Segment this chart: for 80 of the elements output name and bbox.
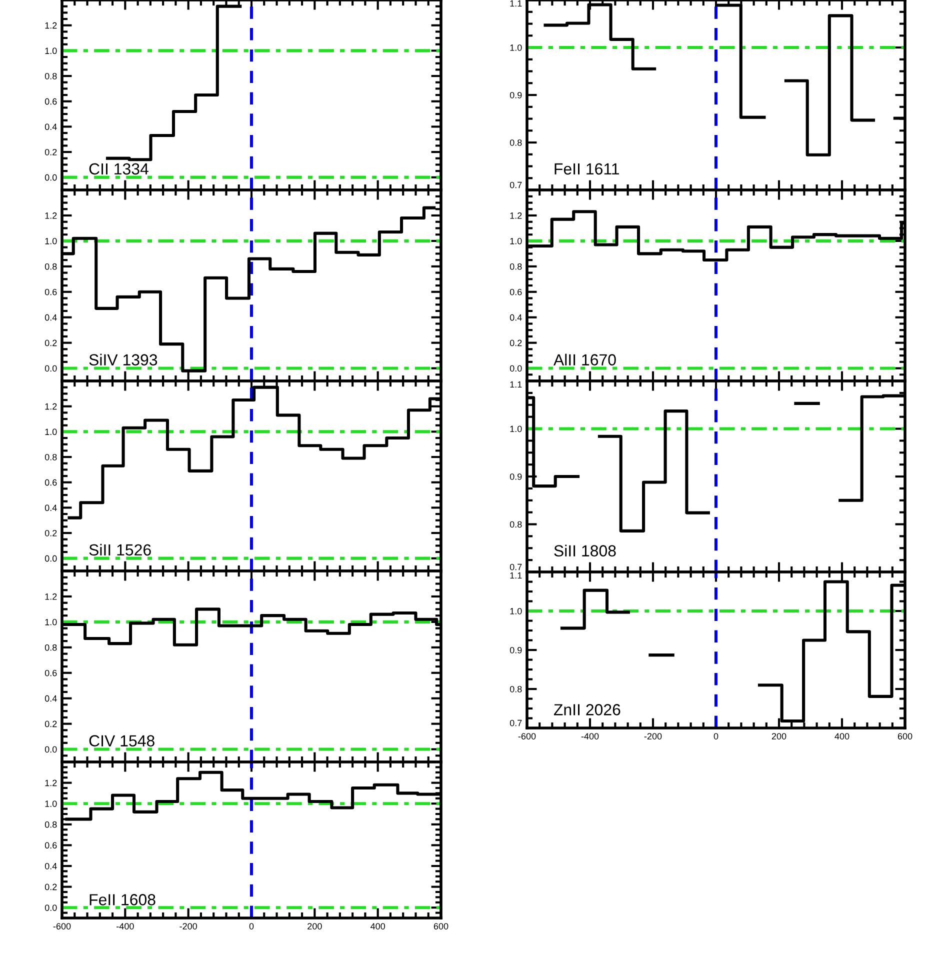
y-tick-label: 0.2 — [44, 530, 57, 536]
y-tick-label: 0.4 — [44, 314, 57, 321]
annotation: FeII 1608 — [90, 894, 156, 906]
y-tick-label: 0.2 — [44, 720, 57, 728]
y-tick-label: 0.6 — [44, 670, 57, 676]
y-tick-label: 1.0 — [45, 48, 57, 54]
y-tick-label: 0.6 — [44, 479, 57, 486]
y-tick-label: 1.1 — [510, 572, 522, 579]
y-tick-label: 1.0 — [45, 428, 57, 436]
y-tick-label: 1.2 — [45, 780, 57, 786]
x-tick-label: 600 — [898, 733, 912, 740]
y-tick-label: 1.0 — [45, 618, 57, 626]
y-tick-label: 0.8 — [510, 139, 522, 146]
y-tick-label: 0.8 — [510, 263, 522, 270]
y-tick-label: 0.6 — [44, 288, 57, 296]
x-tick-label: -200 — [644, 733, 662, 740]
x-tick-label: 400 — [370, 923, 386, 930]
x-tick-label: 200 — [308, 923, 322, 930]
y-tick-label: 0.9 — [510, 473, 522, 480]
y-tick-label: 0.8 — [44, 644, 57, 651]
y-tick-label: 0.0 — [510, 365, 522, 372]
y-tick-label: 1.2 — [45, 593, 57, 600]
annotation: FeII 1611 — [554, 163, 619, 175]
y-tick-label: 0.4 — [44, 695, 57, 702]
annotation: ZnII 2026 — [554, 704, 620, 716]
y-tick-label: 0.8 — [510, 521, 522, 528]
x-tick-label: 600 — [434, 923, 448, 930]
y-tick-label: 1.0 — [510, 44, 522, 51]
y-tick-label: 1.0 — [510, 426, 522, 432]
annotation: SiII 1808 — [554, 544, 616, 556]
y-tick-label: 0.2 — [44, 148, 57, 156]
y-tick-label: 0.8 — [44, 72, 57, 80]
x-tick-label: 0 — [249, 923, 254, 930]
y-tick-label: 1.2 — [45, 403, 57, 410]
x-tick-label: -200 — [180, 923, 198, 930]
y-tick-label: 0.4 — [510, 314, 522, 321]
y-tick-label: 0.7 — [510, 564, 522, 570]
y-tick-label: 0.8 — [44, 263, 57, 270]
y-tick-label: 0.8 — [44, 454, 57, 460]
x-tick-label: -600 — [53, 923, 71, 930]
y-tick-label: 0.8 — [510, 686, 522, 692]
y-tick-label: 0.0 — [44, 174, 57, 181]
annotation: SiII 1526 — [89, 544, 151, 556]
y-tick-label: 1.1 — [510, 0, 522, 7]
annotation: AlII 1670 — [553, 354, 616, 366]
y-tick-label: 1.0 — [510, 608, 522, 614]
y-tick-label: 0.2 — [44, 340, 57, 346]
y-tick-label: 0.0 — [44, 904, 57, 911]
y-tick-label: 0.9 — [510, 646, 522, 654]
y-tick-label: 0.7 — [510, 720, 522, 726]
x-tick-label: -400 — [581, 733, 599, 740]
y-tick-label: 0.2 — [510, 340, 522, 346]
annotation: CIV 1548 — [89, 735, 154, 746]
y-tick-label: 0.0 — [44, 746, 57, 753]
x-tick-label: 200 — [772, 733, 786, 740]
y-tick-label: 1.2 — [45, 22, 57, 29]
y-tick-label: 1.0 — [45, 800, 57, 807]
y-tick-label: 0.6 — [44, 98, 57, 105]
annotation: CII 1334 — [89, 163, 148, 175]
y-tick-label: 0.0 — [44, 555, 57, 562]
x-tick-label: 0 — [714, 733, 718, 740]
x-tick-label: -600 — [518, 733, 536, 740]
y-tick-label: 0.0 — [44, 365, 57, 372]
y-tick-label: 0.4 — [44, 862, 57, 870]
x-tick-label: -400 — [116, 923, 134, 930]
y-tick-label: 1.1 — [510, 381, 522, 388]
annotation: SiIV 1393 — [89, 354, 158, 366]
y-tick-label: 1.2 — [45, 212, 57, 219]
y-tick-label: 0.6 — [510, 288, 522, 296]
y-tick-label: 1.0 — [510, 238, 522, 244]
y-tick-label: 0.4 — [44, 124, 57, 130]
x-tick-label: 400 — [834, 733, 850, 740]
y-tick-label: 1.0 — [45, 238, 57, 244]
y-tick-label: 0.7 — [510, 182, 522, 188]
y-tick-label: 0.2 — [44, 884, 57, 890]
y-tick-label: 0.4 — [44, 504, 57, 512]
y-tick-label: 0.6 — [44, 842, 57, 849]
y-tick-label: 1.2 — [510, 212, 522, 219]
y-tick-label: 0.9 — [510, 92, 522, 98]
y-tick-label: 0.8 — [44, 821, 57, 828]
